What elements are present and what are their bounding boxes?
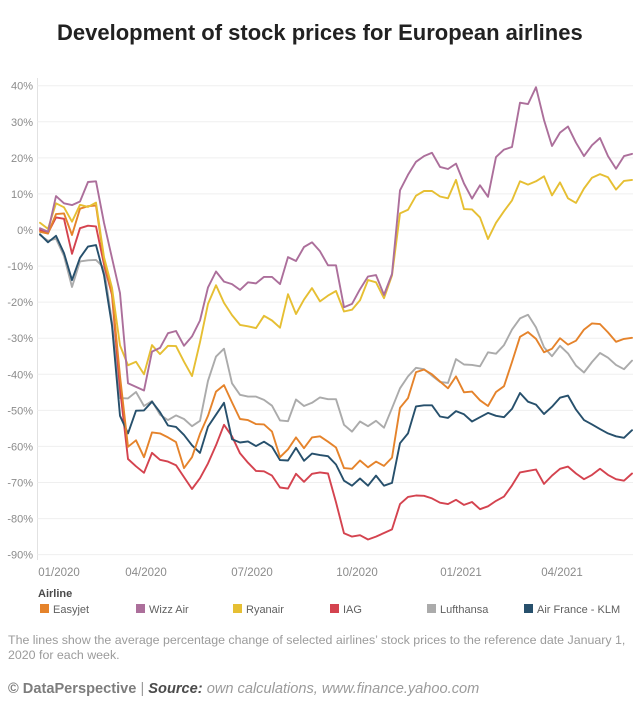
svg-text:-60%: -60% xyxy=(7,441,33,453)
svg-text:-90%: -90% xyxy=(7,550,33,562)
svg-text:30%: 30% xyxy=(11,117,33,129)
svg-text:-50%: -50% xyxy=(7,405,33,417)
svg-text:-80%: -80% xyxy=(7,514,33,526)
svg-text:-30%: -30% xyxy=(7,333,33,345)
svg-text:10/2020: 10/2020 xyxy=(336,567,378,579)
svg-text:-70%: -70% xyxy=(7,478,33,490)
svg-text:20%: 20% xyxy=(11,153,33,165)
svg-text:01/2021: 01/2021 xyxy=(440,567,482,579)
svg-text:0%: 0% xyxy=(17,225,33,237)
svg-text:04/2020: 04/2020 xyxy=(125,567,167,579)
svg-text:10%: 10% xyxy=(11,189,33,201)
svg-text:07/2020: 07/2020 xyxy=(231,567,273,579)
svg-text:04/2021: 04/2021 xyxy=(541,567,583,579)
svg-text:40%: 40% xyxy=(11,81,33,93)
svg-text:-40%: -40% xyxy=(7,369,33,381)
svg-text:01/2020: 01/2020 xyxy=(38,567,80,579)
svg-text:-10%: -10% xyxy=(7,261,33,273)
svg-text:-20%: -20% xyxy=(7,297,33,309)
